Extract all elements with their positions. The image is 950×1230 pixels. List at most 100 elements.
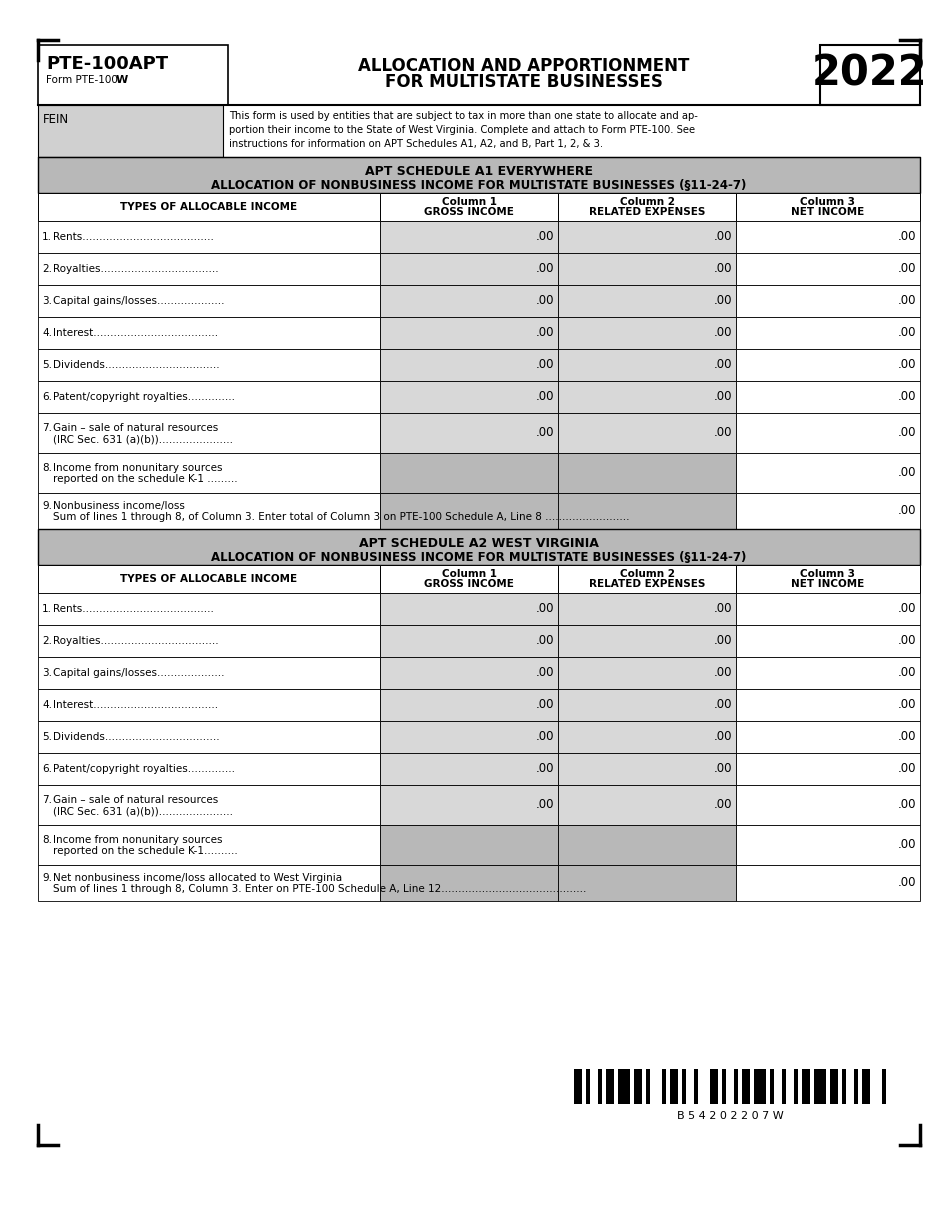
Bar	[558, 193, 736, 221]
Bar	[820, 46, 920, 105]
Bar	[380, 625, 558, 657]
Text: .00: .00	[713, 262, 732, 276]
Bar	[862, 1069, 870, 1105]
Bar	[736, 193, 920, 221]
Text: reported on the schedule K-1 .........: reported on the schedule K-1 .........	[53, 474, 238, 483]
Bar	[814, 1069, 826, 1105]
Text: (IRC Sec. 631 (a)(b))......................: (IRC Sec. 631 (a)(b))...................…	[53, 806, 233, 815]
Bar	[38, 453, 380, 493]
Text: RELATED EXPENSES: RELATED EXPENSES	[589, 207, 705, 216]
Text: TYPES OF ALLOCABLE INCOME: TYPES OF ALLOCABLE INCOME	[121, 202, 297, 212]
Bar	[380, 349, 558, 381]
Bar	[558, 317, 736, 349]
Text: .00: .00	[713, 603, 732, 615]
Text: .00: .00	[713, 635, 732, 647]
Text: NET INCOME: NET INCOME	[791, 207, 864, 216]
Text: Column 3: Column 3	[801, 197, 856, 207]
Bar	[882, 1069, 886, 1105]
Text: Interest.....................................: Interest................................…	[53, 328, 218, 338]
Bar	[38, 721, 380, 753]
Bar	[38, 593, 380, 625]
Text: 3.: 3.	[42, 296, 52, 306]
Text: (IRC Sec. 631 (a)(b))......................: (IRC Sec. 631 (a)(b))...................…	[53, 434, 233, 444]
Bar	[754, 1069, 766, 1105]
Text: 8.: 8.	[42, 462, 52, 474]
Text: 4.: 4.	[42, 328, 52, 338]
Bar	[606, 1069, 614, 1105]
Bar	[558, 565, 736, 593]
Text: Rents.......................................: Rents...................................…	[53, 232, 214, 242]
Text: .00: .00	[713, 230, 732, 244]
Text: Nonbusiness income/loss: Nonbusiness income/loss	[53, 501, 185, 510]
Text: 6.: 6.	[42, 764, 52, 774]
Text: 5.: 5.	[42, 732, 52, 742]
Text: .00: .00	[898, 731, 916, 743]
Text: .00: .00	[536, 763, 554, 775]
Text: .00: .00	[713, 699, 732, 711]
Bar	[38, 285, 380, 317]
Bar	[380, 593, 558, 625]
Bar	[558, 285, 736, 317]
Text: .00: .00	[898, 877, 916, 889]
Text: .00: .00	[713, 294, 732, 308]
Text: Royalties...................................: Royalties...............................…	[53, 264, 218, 274]
Bar	[736, 453, 920, 493]
Text: .00: .00	[536, 699, 554, 711]
Text: Column 2: Column 2	[619, 197, 674, 207]
Bar	[742, 1069, 750, 1105]
Bar	[618, 1069, 630, 1105]
Bar	[558, 493, 736, 529]
Text: .00: .00	[713, 667, 732, 679]
Bar	[38, 349, 380, 381]
Bar	[558, 657, 736, 689]
Bar	[854, 1069, 858, 1105]
Text: ALLOCATION OF NONBUSINESS INCOME FOR MULTISTATE BUSINESSES (§11-24-7): ALLOCATION OF NONBUSINESS INCOME FOR MUL…	[211, 551, 747, 565]
Bar	[736, 721, 920, 753]
Text: .00: .00	[536, 635, 554, 647]
Text: B 5 4 2 0 2 2 0 7 W: B 5 4 2 0 2 2 0 7 W	[676, 1111, 784, 1121]
Text: .00: .00	[713, 763, 732, 775]
Bar	[558, 689, 736, 721]
Bar	[380, 413, 558, 453]
Text: Column 1: Column 1	[442, 197, 497, 207]
Text: .00: .00	[536, 326, 554, 339]
Text: 7.: 7.	[42, 423, 52, 433]
Bar	[380, 825, 558, 865]
Text: 2.: 2.	[42, 636, 52, 646]
Text: ALLOCATION AND APPORTIONMENT: ALLOCATION AND APPORTIONMENT	[358, 57, 690, 75]
Text: .00: .00	[898, 294, 916, 308]
Text: 4.: 4.	[42, 700, 52, 710]
Bar	[558, 721, 736, 753]
Bar	[380, 493, 558, 529]
Bar	[598, 1069, 602, 1105]
Bar	[38, 493, 380, 529]
Bar	[38, 193, 380, 221]
Text: Sum of lines 1 through 8, of Column 3. Enter total of Column 3 on PTE-100 Schedu: Sum of lines 1 through 8, of Column 3. E…	[53, 512, 630, 522]
Text: FOR MULTISTATE BUSINESSES: FOR MULTISTATE BUSINESSES	[385, 73, 663, 91]
Bar	[802, 1069, 810, 1105]
Bar	[662, 1069, 666, 1105]
Bar	[380, 193, 558, 221]
Bar	[38, 785, 380, 825]
Text: Net nonbusiness income/loss allocated to West Virginia: Net nonbusiness income/loss allocated to…	[53, 873, 342, 883]
Text: .00: .00	[713, 390, 732, 403]
Bar	[380, 221, 558, 253]
Text: NET INCOME: NET INCOME	[791, 579, 864, 589]
Bar	[782, 1069, 786, 1105]
Text: .00: .00	[898, 230, 916, 244]
Bar	[380, 453, 558, 493]
Bar	[558, 625, 736, 657]
Bar	[380, 865, 558, 902]
Bar	[558, 381, 736, 413]
Bar	[736, 625, 920, 657]
Bar	[38, 317, 380, 349]
Bar	[38, 381, 380, 413]
Bar	[736, 221, 920, 253]
Text: 1.: 1.	[42, 232, 52, 242]
Text: Gain – sale of natural resources: Gain – sale of natural resources	[53, 423, 218, 433]
Text: Column 1: Column 1	[442, 569, 497, 579]
Bar	[380, 565, 558, 593]
Bar	[736, 381, 920, 413]
Bar	[380, 657, 558, 689]
Text: .00: .00	[898, 326, 916, 339]
